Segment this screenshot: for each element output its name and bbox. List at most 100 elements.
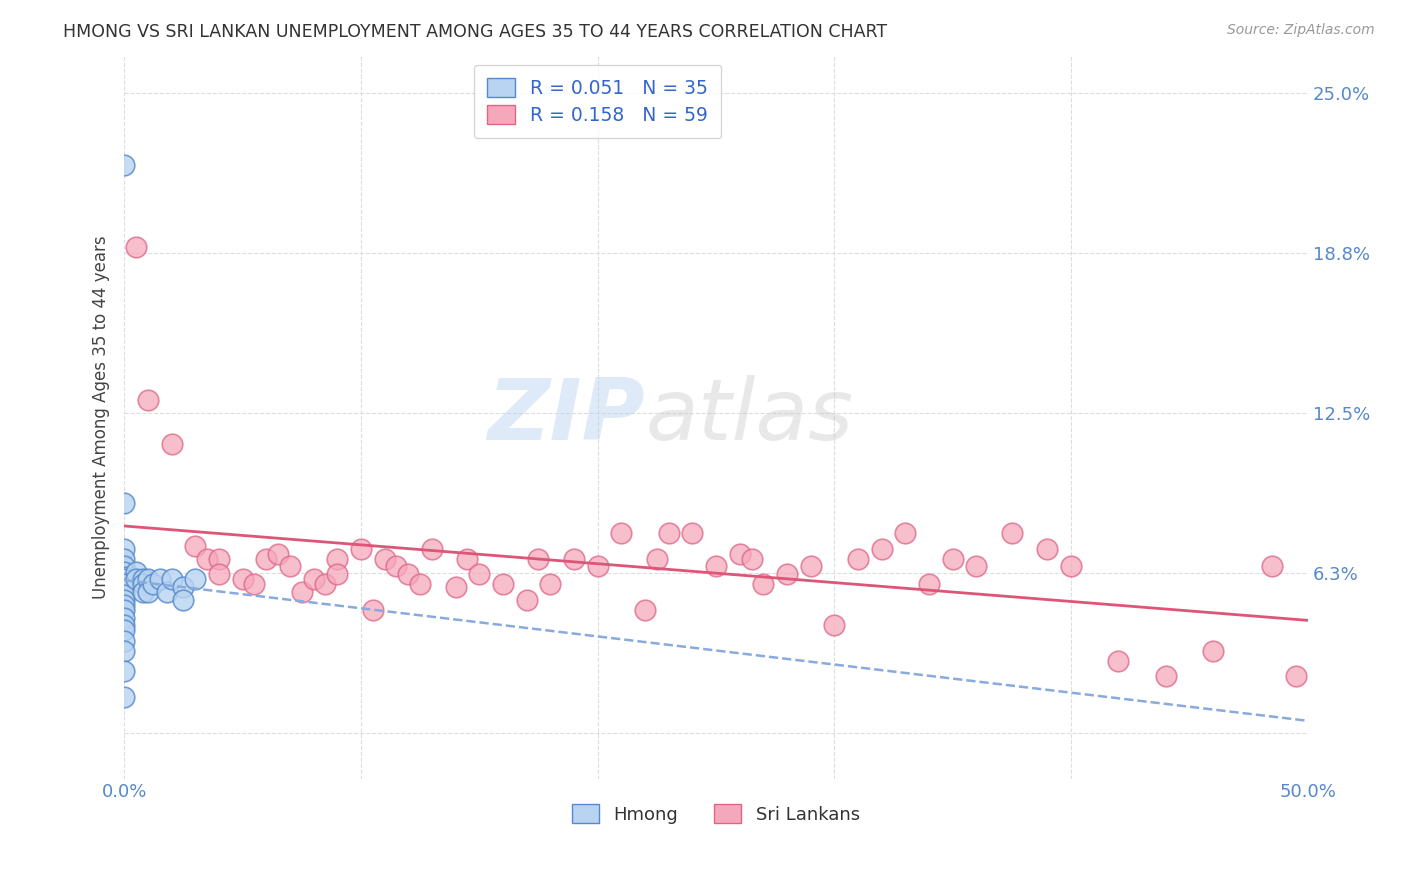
Point <box>516 592 538 607</box>
Point <box>112 610 135 624</box>
Point <box>1060 559 1083 574</box>
Point <box>752 577 775 591</box>
Point <box>125 240 148 254</box>
Point <box>149 572 172 586</box>
Point <box>267 547 290 561</box>
Point <box>112 598 135 612</box>
Point <box>112 569 135 583</box>
Point <box>136 393 159 408</box>
Point <box>942 551 965 566</box>
Point <box>420 541 443 556</box>
Point <box>326 567 349 582</box>
Point <box>112 664 135 678</box>
Point <box>160 572 183 586</box>
Point <box>527 551 550 566</box>
Point <box>112 690 135 704</box>
Point <box>291 585 314 599</box>
Point <box>112 541 135 556</box>
Point <box>1285 669 1308 683</box>
Point <box>409 577 432 591</box>
Text: ZIP: ZIP <box>488 376 645 458</box>
Point <box>208 567 231 582</box>
Point <box>350 541 373 556</box>
Point <box>741 551 763 566</box>
Point <box>208 551 231 566</box>
Point <box>314 577 336 591</box>
Point <box>112 582 135 597</box>
Point <box>681 526 703 541</box>
Point <box>172 580 194 594</box>
Point <box>918 577 941 591</box>
Point <box>302 572 325 586</box>
Point <box>112 588 135 602</box>
Point <box>492 577 515 591</box>
Point <box>243 577 266 591</box>
Point <box>132 572 155 586</box>
Point <box>195 551 218 566</box>
Point <box>894 526 917 541</box>
Point <box>142 577 165 591</box>
Point <box>1154 669 1177 683</box>
Point <box>645 551 668 566</box>
Point <box>728 547 751 561</box>
Point <box>776 567 799 582</box>
Point <box>800 559 823 574</box>
Point <box>254 551 277 566</box>
Point <box>184 572 207 586</box>
Point <box>658 526 681 541</box>
Point <box>112 572 135 586</box>
Point <box>846 551 869 566</box>
Point <box>1202 644 1225 658</box>
Point <box>823 618 845 632</box>
Point <box>870 541 893 556</box>
Point <box>112 551 135 566</box>
Point <box>704 559 727 574</box>
Point <box>586 559 609 574</box>
Point <box>136 572 159 586</box>
Point <box>562 551 585 566</box>
Point <box>361 603 384 617</box>
Point <box>396 567 419 582</box>
Y-axis label: Unemployment Among Ages 35 to 44 years: Unemployment Among Ages 35 to 44 years <box>93 235 110 599</box>
Text: HMONG VS SRI LANKAN UNEMPLOYMENT AMONG AGES 35 TO 44 YEARS CORRELATION CHART: HMONG VS SRI LANKAN UNEMPLOYMENT AMONG A… <box>63 23 887 41</box>
Point <box>172 592 194 607</box>
Point <box>232 572 254 586</box>
Point <box>160 436 183 450</box>
Point <box>112 644 135 658</box>
Point <box>112 633 135 648</box>
Text: Source: ZipAtlas.com: Source: ZipAtlas.com <box>1227 23 1375 37</box>
Point <box>278 559 301 574</box>
Point <box>634 603 657 617</box>
Point <box>1001 526 1024 541</box>
Point <box>184 539 207 553</box>
Point <box>1036 541 1059 556</box>
Point <box>156 585 179 599</box>
Point <box>112 559 135 574</box>
Point <box>538 577 561 591</box>
Point <box>112 624 135 638</box>
Point <box>456 551 478 566</box>
Point <box>112 158 135 172</box>
Point <box>112 592 135 607</box>
Point <box>374 551 396 566</box>
Point <box>965 559 987 574</box>
Point <box>136 585 159 599</box>
Point <box>112 618 135 632</box>
Point <box>1107 654 1129 668</box>
Point <box>326 551 349 566</box>
Point <box>385 559 408 574</box>
Point <box>610 526 633 541</box>
Point <box>444 580 467 594</box>
Point <box>112 565 135 579</box>
Point <box>468 567 491 582</box>
Legend: Hmong, Sri Lankans: Hmong, Sri Lankans <box>565 797 868 831</box>
Point <box>132 585 155 599</box>
Text: atlas: atlas <box>645 376 853 458</box>
Point <box>112 603 135 617</box>
Point <box>1261 559 1284 574</box>
Point <box>112 577 135 591</box>
Point <box>125 572 148 586</box>
Point <box>132 577 155 591</box>
Point <box>112 495 135 509</box>
Point <box>125 565 148 579</box>
